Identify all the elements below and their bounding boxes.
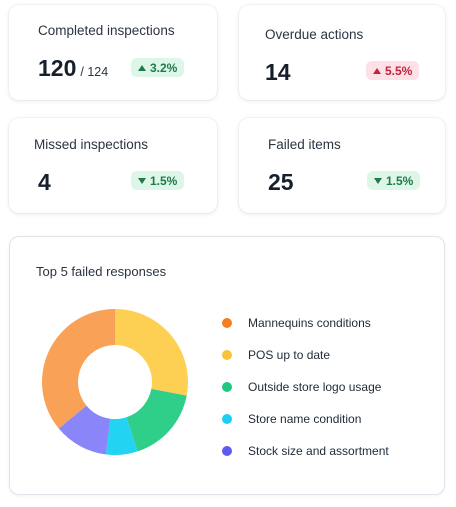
legend-label: Mannequins conditions [248, 316, 371, 330]
legend-item[interactable]: Stock size and assortment [222, 435, 389, 467]
legend-item[interactable]: Outside store logo usage [222, 371, 389, 403]
failed-responses-panel: Top 5 failed responses Mannequins condit… [9, 236, 445, 495]
kpi-card-missed-inspections: Missed inspections 4 1.5% [9, 118, 217, 213]
kpi-value: 4 [38, 169, 51, 195]
legend-item[interactable]: Mannequins conditions [222, 307, 389, 339]
legend-label: Outside store logo usage [248, 380, 382, 394]
kpi-card-completed-inspections: Completed inspections 120/ 124 3.2% [9, 5, 217, 100]
legend-dot [222, 350, 232, 360]
arrow-down-icon [138, 177, 146, 184]
kpi-value: 25 [268, 169, 294, 195]
legend-label: Stock size and assortment [248, 444, 389, 458]
kpi-value: 14 [265, 59, 291, 85]
kpi-title: Failed items [268, 137, 341, 152]
legend-label: Store name condition [248, 412, 362, 426]
change-badge: 1.5% [367, 171, 421, 190]
legend-dot [222, 446, 232, 456]
kpi-card-overdue-actions: Overdue actions 14 5.5% [239, 5, 445, 100]
change-value: 1.5% [386, 173, 414, 188]
panel-title: Top 5 failed responses [36, 264, 167, 279]
donut-slice-5[interactable] [58, 405, 111, 455]
chart-legend: Mannequins conditions POS up to date Outsi… [222, 307, 389, 467]
arrow-down-icon [374, 177, 382, 184]
legend-dot [222, 318, 232, 328]
donut-chart [42, 309, 188, 455]
legend-dot [222, 414, 232, 424]
donut-slice-1[interactable] [42, 309, 115, 429]
kpi-value-number: 120 [38, 55, 77, 81]
donut-slice-3[interactable] [126, 388, 187, 452]
kpi-title: Overdue actions [265, 27, 364, 42]
legend-dot [222, 382, 232, 392]
arrow-up-icon [373, 67, 381, 74]
change-badge: 3.2% [131, 58, 185, 77]
donut-slice-2[interactable] [115, 309, 188, 396]
legend-item[interactable]: Store name condition [222, 403, 389, 435]
legend-label: POS up to date [248, 348, 331, 362]
change-badge: 1.5% [131, 171, 185, 190]
kpi-title: Completed inspections [38, 23, 175, 38]
change-value: 1.5% [150, 173, 178, 188]
arrow-up-icon [138, 64, 146, 71]
legend-item[interactable]: POS up to date [222, 339, 389, 371]
change-value: 3.2% [150, 60, 178, 75]
kpi-value: 120/ 124 [38, 55, 108, 82]
kpi-card-failed-items: Failed items 25 1.5% [239, 118, 445, 213]
kpi-title: Missed inspections [34, 137, 149, 152]
change-badge: 5.5% [366, 61, 420, 80]
donut-slice-4[interactable] [105, 417, 138, 455]
kpi-value-total: / 124 [80, 65, 109, 79]
change-value: 5.5% [385, 63, 413, 78]
